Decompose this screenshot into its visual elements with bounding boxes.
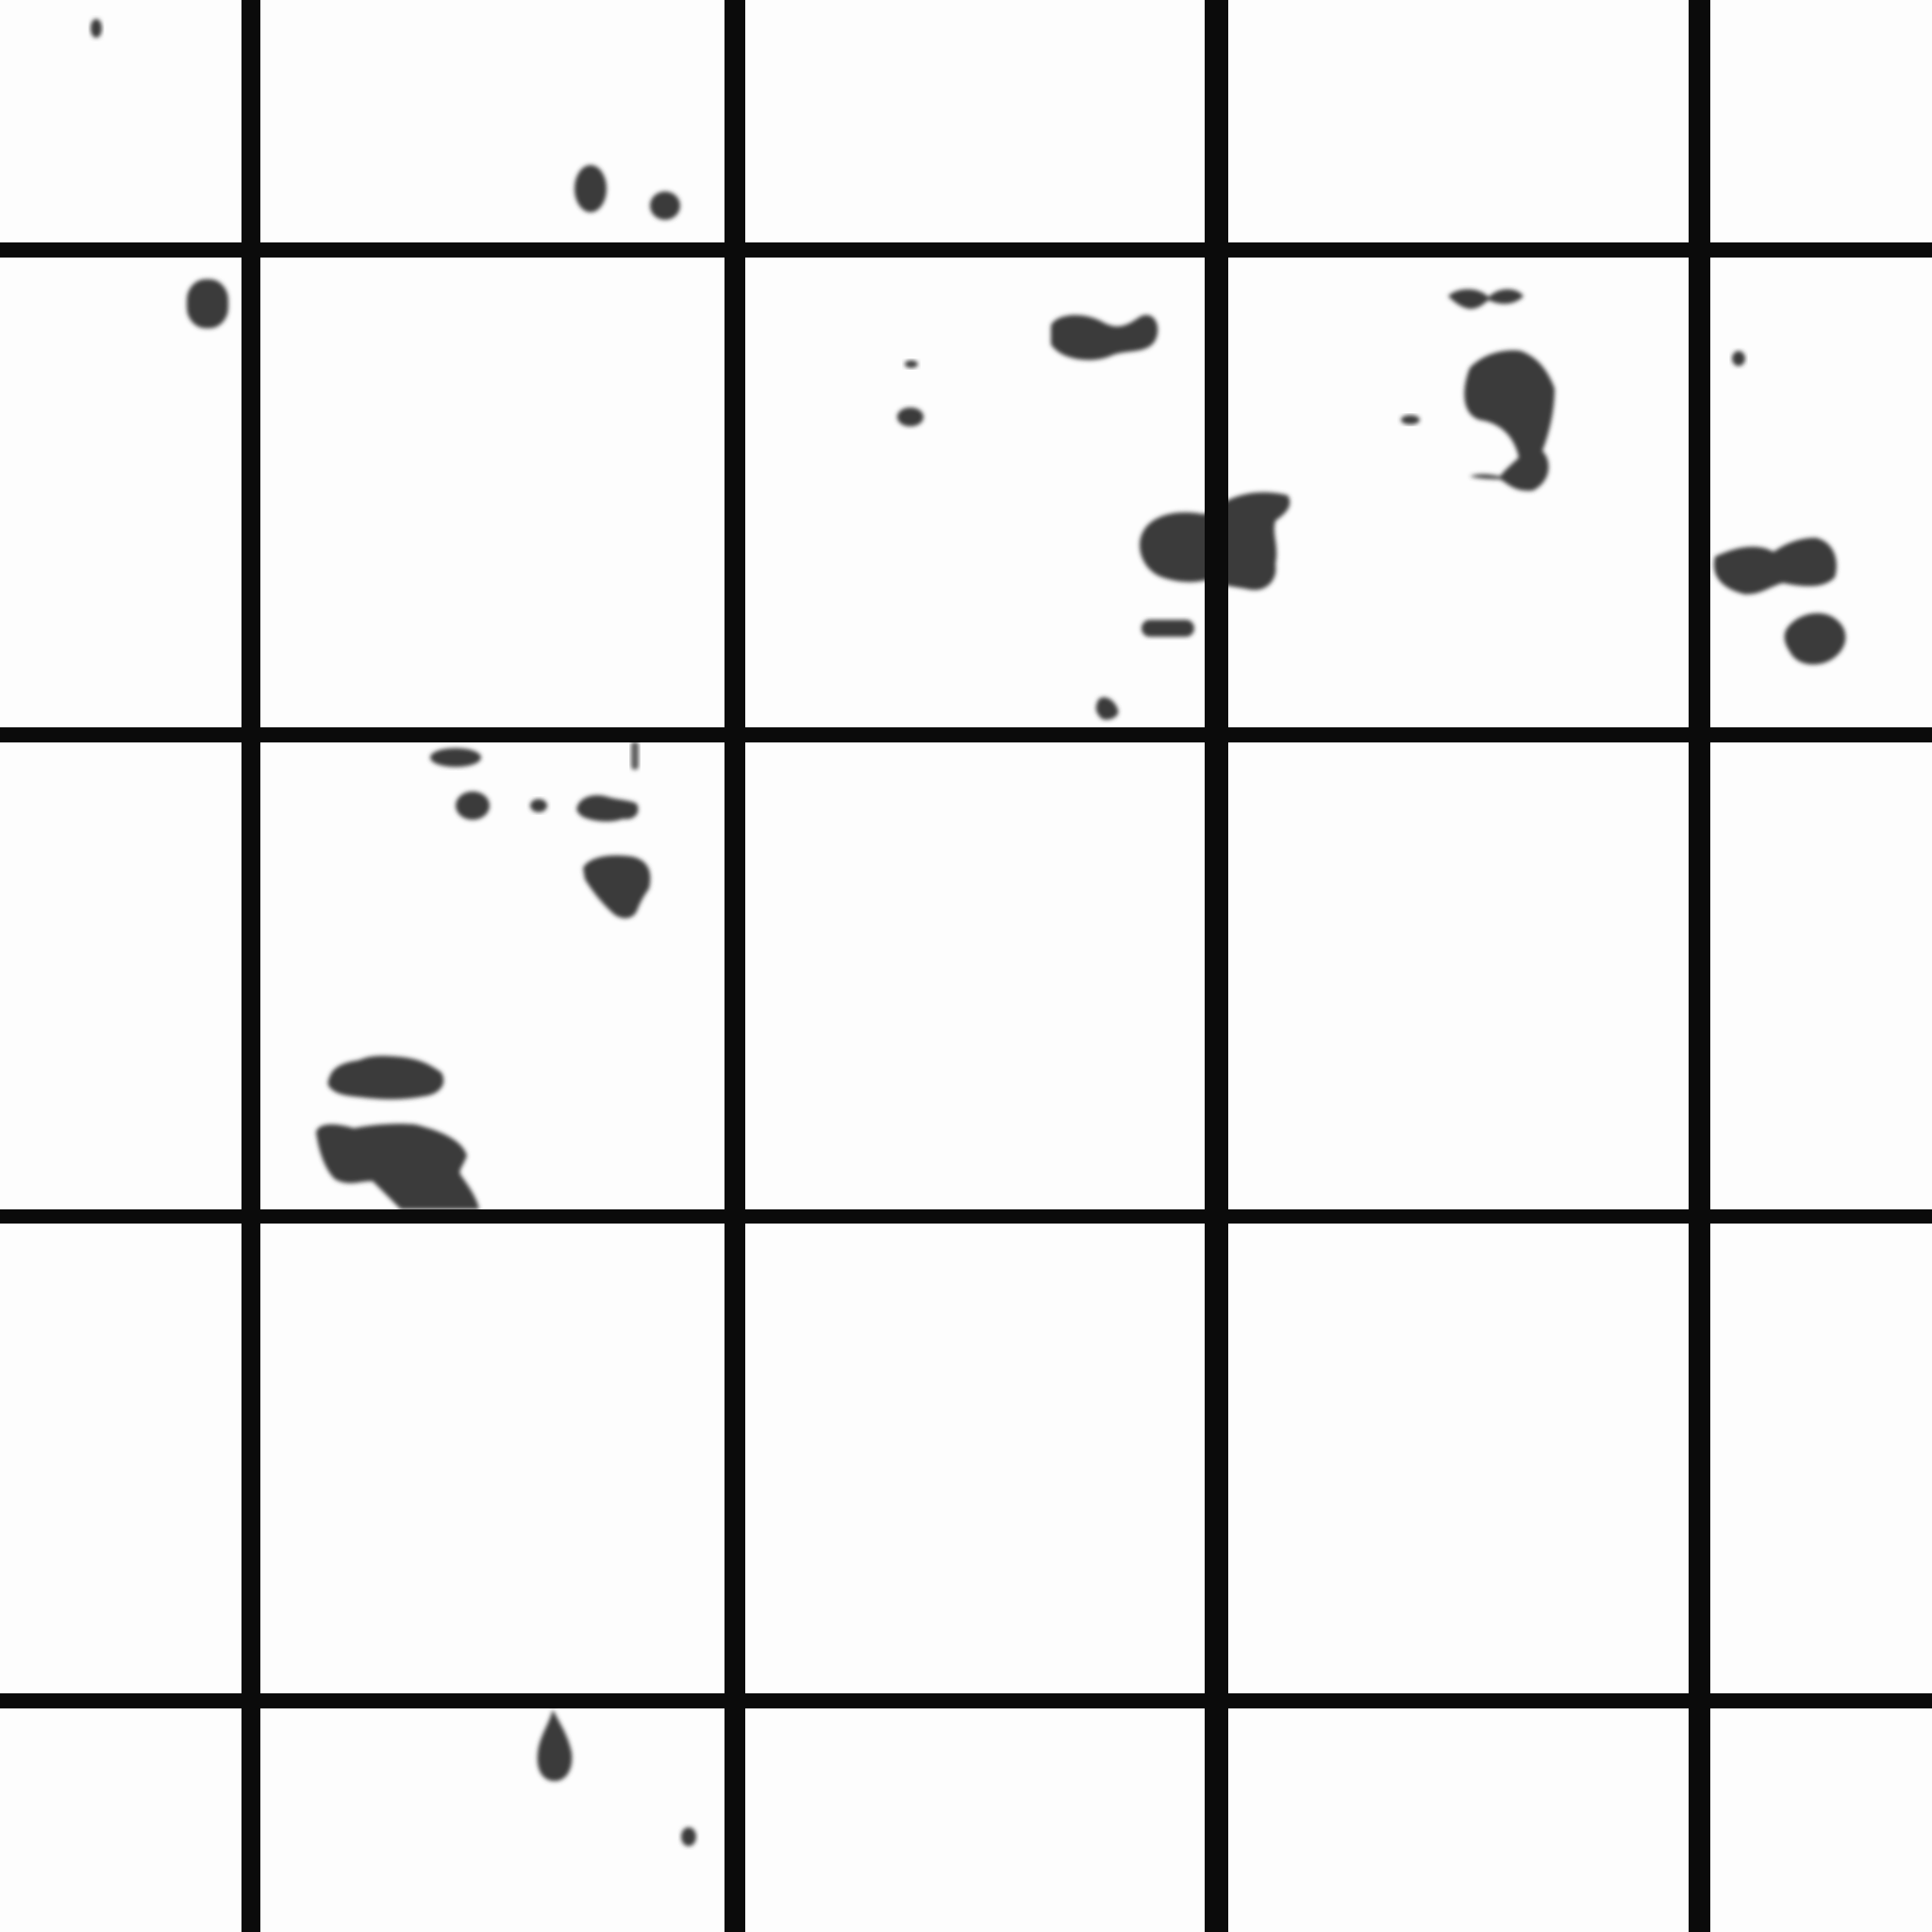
blob — [631, 741, 639, 770]
blob — [1095, 697, 1119, 720]
blob — [430, 748, 481, 767]
blob — [1713, 538, 1837, 594]
vertical-grid-line — [1205, 0, 1228, 1932]
blob — [1401, 415, 1420, 425]
blob — [576, 795, 639, 822]
blob — [905, 360, 918, 368]
blob — [530, 799, 547, 812]
blob — [1051, 314, 1158, 360]
horizontal-grid-line — [0, 727, 1932, 742]
blob-layer — [91, 19, 1846, 1846]
blob — [187, 279, 228, 328]
blob — [327, 1056, 444, 1100]
blob — [650, 192, 680, 220]
blob — [1464, 350, 1555, 491]
blob — [897, 408, 924, 426]
blob — [316, 1124, 479, 1209]
vertical-grid-line — [724, 0, 745, 1932]
blob — [91, 19, 102, 38]
blob — [583, 855, 651, 919]
blob — [1141, 620, 1194, 637]
blob — [1732, 351, 1745, 366]
blob — [681, 1827, 696, 1846]
blob — [456, 791, 490, 820]
blob — [575, 165, 607, 212]
vertical-grid-line — [1689, 0, 1710, 1932]
blob — [537, 1709, 573, 1781]
horizontal-grid-line — [0, 242, 1932, 258]
blob — [1448, 289, 1524, 309]
blob — [1784, 612, 1846, 665]
vertical-grid-line — [242, 0, 260, 1932]
horizontal-grid-line — [0, 1693, 1932, 1708]
horizontal-grid-line — [0, 1209, 1932, 1224]
